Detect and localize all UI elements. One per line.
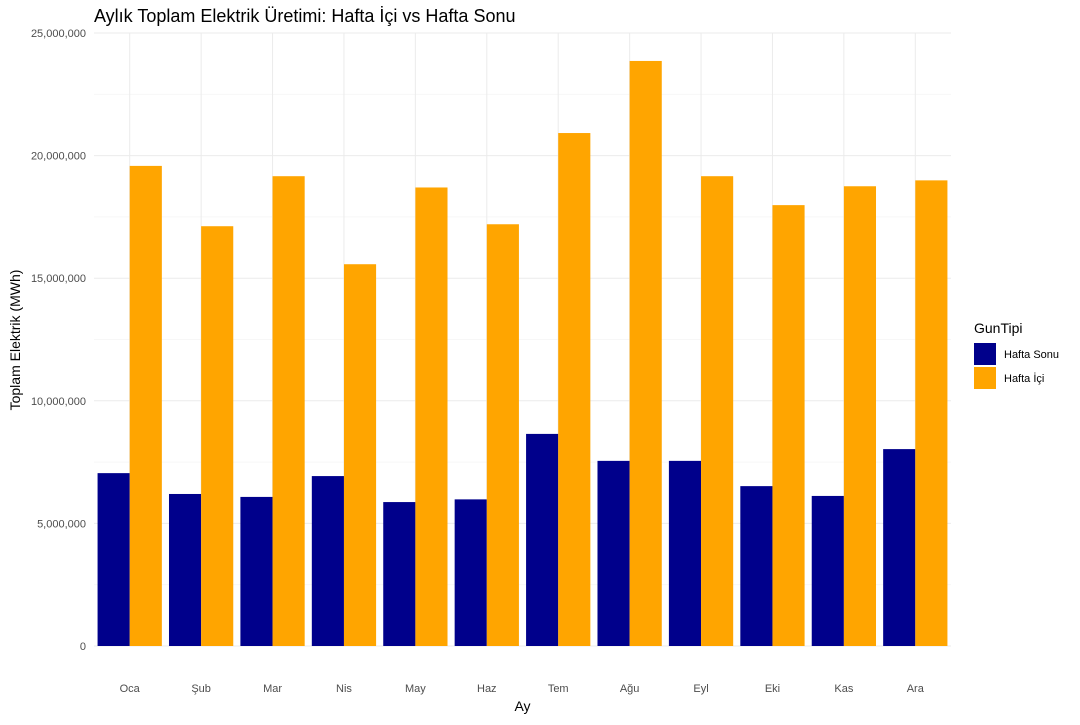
x-tick-label: Kas bbox=[834, 683, 853, 695]
bar-hafta-sonu bbox=[240, 496, 273, 646]
bar-hafta-sonu bbox=[168, 493, 202, 646]
bar-hafta-ici bbox=[629, 60, 662, 646]
y-axis-tick-labels: 0 5,000,000 10,000,000 15,000,000 20,000,000… bbox=[31, 28, 86, 653]
bar-hafta-ici bbox=[415, 187, 448, 646]
y-tick-label: 15,000,000 bbox=[31, 273, 86, 285]
bar-hafta-sonu bbox=[526, 433, 559, 646]
y-tick-label: 0 bbox=[80, 641, 86, 653]
bar-hafta-ici bbox=[915, 180, 948, 646]
x-tick-label: Şub bbox=[191, 683, 211, 695]
bar-hafta-ici bbox=[843, 186, 877, 646]
bar-hafta-sonu bbox=[454, 499, 487, 646]
y-tick-label: 10,000,000 bbox=[31, 396, 86, 408]
bar-hafta-ici bbox=[558, 133, 591, 646]
legend: GunTipi Hafta Sonu Hafta İçi bbox=[974, 320, 1059, 389]
x-tick-label: Tem bbox=[548, 683, 569, 695]
bar-hafta-ici bbox=[701, 176, 734, 647]
y-tick-label: 20,000,000 bbox=[31, 151, 86, 163]
bar-hafta-ici bbox=[272, 176, 305, 647]
bar-hafta-sonu bbox=[597, 460, 630, 646]
legend-swatch bbox=[974, 343, 996, 365]
bar-hafta-sonu bbox=[811, 495, 844, 646]
x-tick-label: Eyl bbox=[693, 683, 708, 695]
bar-hafta-sonu bbox=[311, 476, 344, 646]
bar-hafta-sonu bbox=[740, 486, 773, 646]
bar-hafta-ici bbox=[201, 226, 234, 647]
bar-hafta-sonu bbox=[668, 460, 702, 646]
bar-hafta-ici bbox=[772, 205, 805, 646]
bar-hafta-sonu bbox=[883, 449, 916, 646]
chart-title: Aylık Toplam Elektrik Üretimi: Hafta İçi… bbox=[94, 6, 515, 26]
legend-swatch bbox=[974, 367, 996, 389]
bar-hafta-ici bbox=[343, 264, 377, 646]
bar-hafta-sonu bbox=[383, 502, 416, 646]
bar-hafta-ici bbox=[129, 165, 162, 646]
y-tick-label: 5,000,000 bbox=[37, 518, 86, 530]
x-tick-label: May bbox=[405, 683, 426, 695]
legend-label: Hafta İçi bbox=[1004, 372, 1044, 385]
legend-label: Hafta Sonu bbox=[1004, 349, 1059, 361]
x-tick-label: Nis bbox=[336, 683, 352, 695]
bar-hafta-sonu bbox=[97, 473, 130, 646]
x-tick-label: Ara bbox=[907, 683, 925, 695]
x-tick-label: Oca bbox=[120, 683, 141, 695]
y-tick-label: 25,000,000 bbox=[31, 28, 86, 40]
legend-title: GunTipi bbox=[974, 320, 1023, 336]
bars bbox=[97, 60, 948, 647]
x-tick-label: Eki bbox=[765, 683, 780, 695]
x-tick-label: Ağu bbox=[620, 683, 640, 695]
x-tick-label: Mar bbox=[263, 683, 282, 695]
x-axis-tick-labels: Oca Şub Mar Nis May Haz Tem Ağu Eyl Eki Kas Ara bbox=[120, 683, 925, 695]
x-axis-title: Ay bbox=[514, 698, 530, 714]
y-axis-title: Toplam Elektrik (MWh) bbox=[7, 270, 23, 411]
x-tick-label: Haz bbox=[477, 683, 497, 695]
bar-hafta-ici bbox=[486, 224, 519, 647]
